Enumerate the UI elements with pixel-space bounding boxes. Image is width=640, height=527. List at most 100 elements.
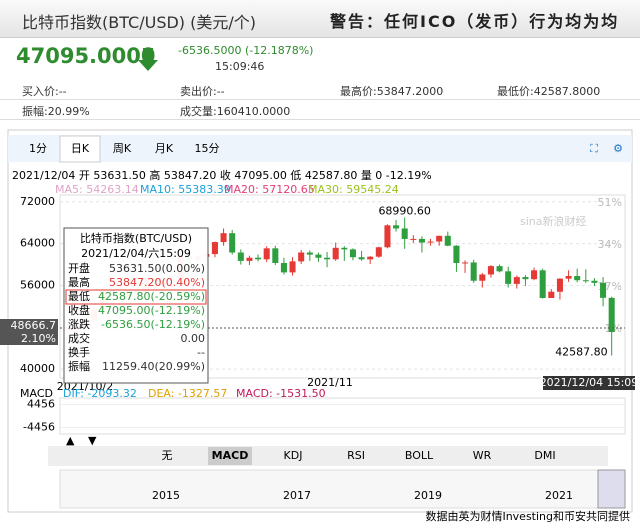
watermark: sina新浪财经 <box>520 214 587 228</box>
candle-body <box>453 245 460 263</box>
ma-legend: MA10: 55383.39 <box>140 183 231 196</box>
y-tick-label: 72000 <box>20 195 55 208</box>
candle-body <box>401 228 408 239</box>
candle-body <box>315 254 322 258</box>
candle-body <box>384 225 391 248</box>
candle-body <box>436 235 443 242</box>
tab[interactable]: 日K <box>71 142 90 155</box>
info-row: 买入价:-- 卖出价:-- 最高价:53847.2000 最低价:42587.8000 <box>0 80 640 100</box>
title: 比特币指数(BTC/USD) (美元/个) <box>22 13 257 32</box>
tooltip-title: 比特币指数(BTC/USD) <box>80 231 192 245</box>
indicator-tab[interactable]: MACD <box>212 449 249 462</box>
candle-body <box>548 291 555 299</box>
tooltip-value: 53631.50(0.00%) <box>109 262 205 275</box>
tab-arrow[interactable]: ▼ <box>88 434 97 447</box>
candle-body <box>591 280 598 283</box>
indicator-tab[interactable]: KDJ <box>284 449 303 462</box>
tooltip-label: 最低 <box>68 290 90 303</box>
candle-body <box>608 297 615 333</box>
info-item: 最低价:42587.8000 <box>497 85 601 98</box>
candle-body <box>280 262 287 273</box>
right-label: 34% <box>598 238 622 251</box>
candle-body <box>211 242 218 255</box>
tooltip-value: -6536.50(-12.19%) <box>101 318 205 331</box>
cursor-time-box <box>543 376 635 390</box>
icon[interactable]: ⛶ <box>590 142 598 155</box>
macd-tick-label: 4456 <box>27 398 55 411</box>
candle-body <box>324 257 331 260</box>
cursor-value: 48666.7 <box>11 319 57 332</box>
candle-body <box>444 235 451 246</box>
year-label: 2015 <box>152 489 180 502</box>
tooltip-value: 42587.80(-20.59%) <box>98 290 205 303</box>
tooltip-highlight <box>65 289 207 305</box>
macd-area <box>59 397 626 435</box>
candle-body <box>255 257 262 260</box>
candle-body <box>358 257 365 260</box>
candle-body <box>237 252 244 261</box>
candle-body <box>531 270 538 280</box>
icon[interactable]: ⚙ <box>613 142 623 155</box>
tooltip-value: 11259.40(20.99%) <box>102 360 205 373</box>
candle-body <box>505 271 512 284</box>
candle-body <box>375 247 382 257</box>
candle-body <box>332 247 339 260</box>
price: 47095.0000 <box>16 44 156 68</box>
macd-legend: DIF: -2093.32 <box>63 387 137 400</box>
indicator-tab[interactable]: RSI <box>347 449 365 462</box>
notice: 警告：任何ICO（发币）行为均为均 <box>330 12 620 31</box>
indicator-tab[interactable]: DMI <box>534 449 555 462</box>
indicator-active <box>208 447 252 465</box>
candle-body <box>289 261 296 273</box>
tab-arrow[interactable]: ▲ <box>66 434 75 447</box>
overview-window <box>597 469 626 509</box>
time: 15:09:46 <box>215 60 265 73</box>
ma-legend: MA20: 57120.65 <box>224 183 315 196</box>
header-bar: 比特币指数(BTC/USD) (美元/个) 警告：任何ICO（发币）行为均为均 <box>0 0 640 38</box>
indicator-bar <box>48 446 608 466</box>
down-arrow <box>138 48 158 71</box>
tooltip-label: 收盘 <box>68 303 90 317</box>
candle-body <box>393 225 400 229</box>
info-row: 振幅:20.99% 成交量:160410.0000 <box>0 100 640 120</box>
tab[interactable]: 1分 <box>29 142 47 155</box>
tab-bar <box>8 135 632 162</box>
candle-body <box>462 262 469 264</box>
tooltip <box>63 227 209 384</box>
tooltip-label: 开盘 <box>68 261 90 275</box>
info-item: 买入价:-- <box>22 85 67 98</box>
indicator-tab[interactable]: 无 <box>162 449 173 462</box>
macd-legend: DEA: -1327.57 <box>148 387 227 400</box>
candle-body <box>427 241 434 243</box>
right-label: 51% <box>598 196 622 209</box>
tab-active <box>59 135 101 163</box>
tab[interactable]: 周K <box>113 142 132 155</box>
y-tick-label: 64000 <box>20 237 55 250</box>
ma-legend: MA30: 59545.24 <box>308 183 399 196</box>
candle-body <box>349 249 356 258</box>
macd-label: MACD <box>20 387 53 400</box>
tab[interactable]: 15分 <box>195 142 220 155</box>
cursor-box <box>0 319 58 345</box>
year-label: 2019 <box>414 489 442 502</box>
y-tick-label: 40000 <box>20 362 55 375</box>
plot-area <box>59 194 626 379</box>
macd-tick-label: -4456 <box>23 420 55 433</box>
indicator-tab[interactable]: BOLL <box>405 449 434 462</box>
candle-body <box>539 270 546 299</box>
info-item: 卖出价:-- <box>180 85 225 98</box>
candle-body <box>522 277 529 280</box>
tab[interactable]: 月K <box>155 142 174 155</box>
tooltip-label: 涨跌 <box>68 317 90 331</box>
candle-body <box>556 278 563 292</box>
tooltip-value: 0.00 <box>181 332 206 345</box>
candle-body <box>410 238 417 240</box>
candle-body <box>367 256 374 260</box>
indicator-tab[interactable]: WR <box>473 449 492 462</box>
info-item: 振幅:20.99% <box>22 105 90 118</box>
candle-body <box>229 233 236 253</box>
candle-body <box>496 266 503 272</box>
candle-body <box>418 238 425 243</box>
